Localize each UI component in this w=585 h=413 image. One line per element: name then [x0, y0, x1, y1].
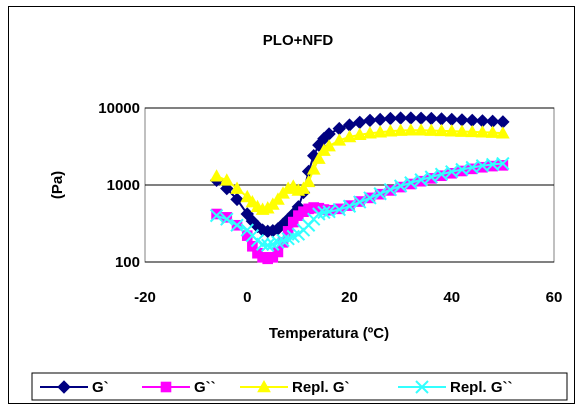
- data-point: [271, 192, 285, 205]
- data-point: [404, 176, 418, 190]
- data-point: [414, 123, 428, 136]
- data-point: [465, 124, 480, 138]
- data-point: [475, 125, 490, 138]
- data-point: [393, 179, 408, 193]
- data-point: [342, 199, 357, 213]
- series-layer: [209, 111, 510, 265]
- data-point: [434, 167, 449, 181]
- x-axis-title: Temperatura (ºC): [269, 325, 389, 342]
- data-point: [230, 192, 244, 207]
- data-point: [434, 123, 449, 137]
- data-point: [260, 238, 275, 252]
- data-point: [342, 129, 357, 143]
- data-point: [445, 164, 459, 179]
- legend-label: Repl. G``: [450, 379, 513, 396]
- data-point: [455, 162, 469, 177]
- data-point: [311, 151, 326, 164]
- x-tick-label: 0: [243, 289, 251, 306]
- data-point: [332, 133, 347, 146]
- x-tick-label: 60: [546, 289, 563, 306]
- data-point: [455, 124, 469, 137]
- y-tick-label: 100: [115, 254, 140, 271]
- legend-item: G`: [40, 379, 109, 396]
- legend-item: G``: [142, 379, 216, 396]
- data-point: [230, 181, 244, 194]
- legend-item: Repl. G``: [398, 379, 513, 396]
- x-tick-label: -20: [134, 289, 156, 306]
- y-tick-label: 1000: [107, 177, 140, 194]
- data-point: [230, 218, 244, 232]
- data-point: [497, 160, 509, 171]
- data-point: [404, 123, 418, 136]
- legend-label: Repl. G`: [292, 379, 350, 396]
- legend-marker: [415, 380, 429, 394]
- series-4: [209, 156, 510, 252]
- y-axis-title: (Pa): [49, 171, 66, 199]
- data-point: [393, 123, 408, 136]
- data-point: [255, 237, 270, 251]
- legend-marker: [257, 379, 271, 393]
- data-point: [209, 169, 224, 182]
- data-point: [209, 208, 224, 223]
- data-point: [383, 124, 398, 137]
- data-point: [424, 170, 439, 184]
- data-point: [301, 174, 316, 188]
- legend-item: Repl. G`: [240, 379, 350, 396]
- data-point: [353, 195, 367, 209]
- chart-title: PLO+NFD: [263, 32, 334, 49]
- gridlines: [145, 107, 554, 263]
- data-point: [363, 126, 377, 139]
- data-point: [496, 126, 510, 139]
- data-point: [306, 162, 321, 175]
- legend-marker: [160, 381, 172, 393]
- data-point: [383, 182, 398, 197]
- tick-labels: -20 0 20 40 60 100 1000 10000: [98, 100, 562, 306]
- data-point: [414, 173, 428, 187]
- data-point: [317, 205, 331, 220]
- series-3: [209, 123, 510, 215]
- data-point: [496, 156, 510, 171]
- data-point: [332, 202, 346, 217]
- legend-marker: [57, 380, 71, 394]
- data-point: [220, 212, 234, 226]
- x-tick-label: 40: [443, 289, 460, 306]
- legend: G` G`` Repl. G` Repl. G``: [40, 379, 513, 396]
- data-point: [444, 124, 459, 137]
- data-point: [322, 204, 336, 219]
- data-point: [363, 191, 377, 205]
- legend-label: G``: [194, 379, 216, 396]
- data-point: [373, 187, 387, 201]
- x-tick-label: 20: [341, 289, 358, 306]
- data-point: [296, 181, 311, 194]
- legend-box: [31, 372, 568, 401]
- data-point: [352, 127, 367, 141]
- data-point: [373, 125, 388, 138]
- data-point: [322, 139, 336, 152]
- data-point: [219, 173, 234, 186]
- y-tick-label: 10000: [98, 100, 140, 117]
- legend-label: G`: [92, 379, 109, 396]
- data-point: [487, 160, 498, 172]
- data-point: [424, 123, 439, 136]
- data-point: [485, 125, 500, 138]
